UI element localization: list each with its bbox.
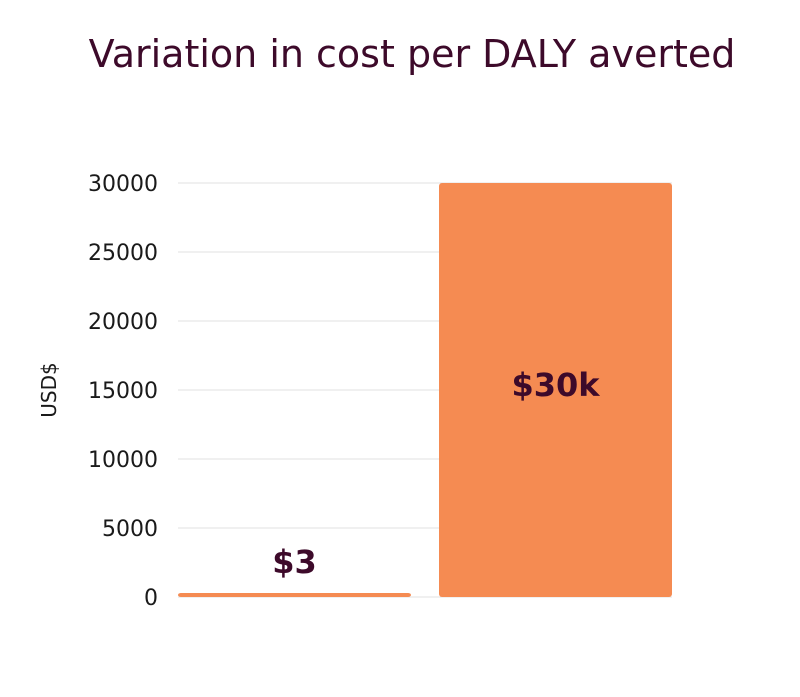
y-axis-ticks: 0 5000 10000 15000 20000 25000 30000 <box>88 172 158 611</box>
data-label: $3 <box>272 543 317 581</box>
chart-title: Variation in cost per DALY averted <box>89 32 736 76</box>
bar <box>178 593 411 597</box>
y-tick-label: 5000 <box>102 517 158 542</box>
bars <box>178 183 672 597</box>
data-label: $30k <box>511 366 600 404</box>
y-axis-label: USD$ <box>37 362 61 417</box>
y-tick-label: 10000 <box>88 448 158 473</box>
data-labels: $3 $30k <box>272 366 600 581</box>
y-tick-label: 25000 <box>88 241 158 266</box>
y-tick-label: 0 <box>144 586 158 611</box>
bar <box>439 183 672 597</box>
gridlines <box>178 182 672 598</box>
y-tick-label: 20000 <box>88 310 158 335</box>
y-tick-label: 30000 <box>88 172 158 197</box>
y-tick-label: 15000 <box>88 379 158 404</box>
